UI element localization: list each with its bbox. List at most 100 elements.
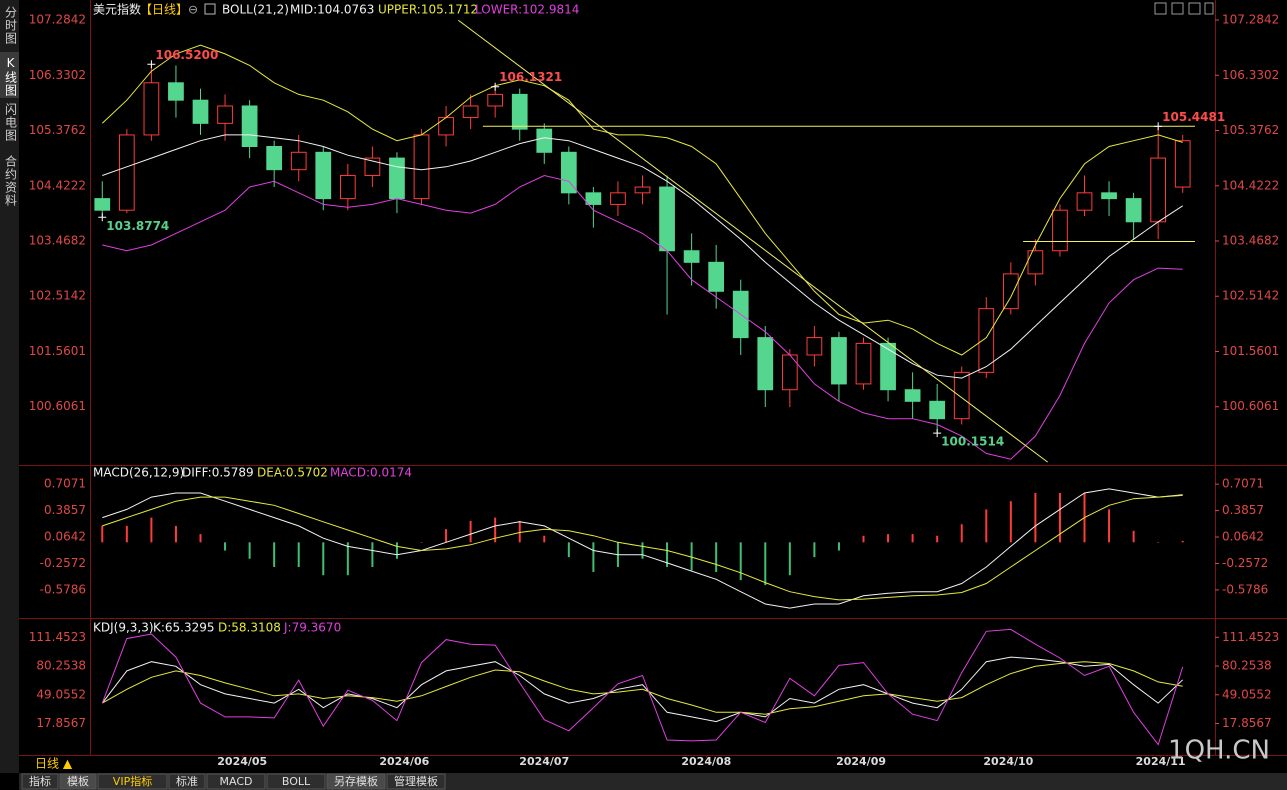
extreme-marker <box>1154 122 1163 131</box>
sidebar-tab[interactable]: 合约资料 <box>4 154 18 207</box>
macd-bar <box>322 542 325 576</box>
candle-body <box>659 186 675 252</box>
candle-body <box>1125 198 1142 223</box>
y-tick-label-right: 104.4222 <box>1222 178 1279 192</box>
macd-bar <box>960 524 963 543</box>
macd-bar <box>1132 530 1135 543</box>
macd-bar <box>469 520 472 543</box>
candle-body <box>217 105 233 124</box>
candle-body <box>1150 157 1167 223</box>
tab-label[interactable]: VIP指标 <box>113 774 152 788</box>
x-tick-label: 2024/11 <box>1136 755 1186 768</box>
settings-icon[interactable] <box>204 3 216 15</box>
toolbar-icons[interactable] <box>1154 2 1214 15</box>
x-tick-label: 2024/06 <box>379 755 429 768</box>
sidebar-tab[interactable]: K线图 <box>4 56 18 97</box>
y-tick-label-right: 49.0552 <box>1222 687 1272 701</box>
macd-bar <box>297 542 300 567</box>
macd-bar <box>985 509 988 543</box>
sidebar-tab[interactable]: 闪电图 <box>4 103 18 142</box>
candle-body <box>904 389 921 402</box>
macd-bar <box>666 542 669 567</box>
candle-body <box>953 371 970 420</box>
tab-label[interactable]: BOLL <box>282 775 311 788</box>
legend-entry: 【日线】 <box>140 3 188 17</box>
macd-bar <box>764 542 767 586</box>
macd-bar <box>592 542 595 572</box>
candle-body <box>708 261 725 292</box>
x-tick-label: 2024/09 <box>836 755 886 768</box>
candle-body <box>192 99 209 124</box>
indicator-line <box>101 628 1184 746</box>
y-tick-label-right: 105.3762 <box>1222 123 1279 137</box>
macd-bar <box>1108 509 1111 543</box>
y-tick-label-right: -0.2572 <box>1222 556 1268 570</box>
macd-bar <box>862 535 865 543</box>
y-tick-label-right: 107.2842 <box>1222 13 1279 27</box>
tab-label[interactable]: 指标 <box>29 774 51 788</box>
legend-entry: BOLL(21,2) <box>222 3 289 17</box>
tab[interactable] <box>168 773 206 790</box>
tab[interactable] <box>97 773 168 790</box>
extreme-label: 103.8774 <box>106 219 169 233</box>
y-tick-label-right: 101.5601 <box>1222 344 1279 358</box>
macd-bar <box>518 520 521 543</box>
period-label[interactable]: 日线 ▲ <box>35 757 73 771</box>
x-tick-label: 2024/10 <box>983 755 1033 768</box>
tab-label[interactable]: 管理模板 <box>394 774 438 788</box>
y-tick-label-right: 103.4682 <box>1222 234 1279 248</box>
candle-body <box>94 198 111 211</box>
indicator-line <box>102 488 1183 609</box>
indicator-line <box>101 656 1184 723</box>
y-tick-label-right: 100.6061 <box>1222 399 1279 413</box>
candle-body <box>757 337 774 391</box>
tab[interactable] <box>386 773 446 790</box>
extreme-label: 100.1514 <box>941 435 1004 449</box>
y-tick-label-right: 106.3302 <box>1222 68 1279 82</box>
macd-bar <box>1058 492 1061 543</box>
tabs: 指标 模板 VIP指标 标准 MACD BOLL 另存模板 管理模板 <box>21 773 446 790</box>
macd-bar <box>1157 542 1160 543</box>
tab-label[interactable]: 另存模板 <box>334 774 378 788</box>
candle-body <box>781 354 798 391</box>
candle-body <box>290 151 307 171</box>
zoom-icon[interactable]: ⊖ <box>188 3 198 17</box>
macd-bar <box>371 542 374 567</box>
tab[interactable] <box>21 773 59 790</box>
candle-body <box>683 250 700 263</box>
macd-bar <box>395 542 398 559</box>
macd-bar <box>224 542 227 551</box>
y-tick-label: 17.8567 <box>36 716 86 730</box>
candle-body <box>929 400 946 420</box>
x-tick-label: 2024/05 <box>217 755 267 768</box>
tab-label[interactable]: 标准 <box>176 774 198 788</box>
macd-bar <box>690 542 693 571</box>
candle-body <box>413 134 430 200</box>
tab-label[interactable]: MACD <box>220 775 253 788</box>
extreme-label: 106.1321 <box>499 70 562 84</box>
macd-bar <box>911 534 914 543</box>
legend-entry: D:58.3108 <box>218 621 281 635</box>
macd-panel <box>101 488 1184 609</box>
macd-bar <box>837 542 840 551</box>
extreme-marker <box>98 213 107 222</box>
tab[interactable] <box>326 773 386 790</box>
candle-body <box>168 82 184 101</box>
trendline[interactable] <box>458 19 1048 463</box>
frame <box>19 0 1287 756</box>
tab[interactable] <box>266 773 326 790</box>
macd-bar <box>739 542 742 581</box>
macd-bar <box>715 542 718 572</box>
indicator-line <box>101 44 1183 356</box>
sidebar <box>0 0 19 773</box>
candle-body <box>1052 209 1068 252</box>
tab[interactable] <box>206 773 266 790</box>
candle-body <box>487 93 504 107</box>
candle-body <box>1002 273 1019 310</box>
candle-body <box>855 342 872 385</box>
tab[interactable] <box>59 773 97 790</box>
sidebar-tab[interactable]: 分时图 <box>4 6 18 45</box>
tab-label[interactable]: 模板 <box>67 774 89 788</box>
